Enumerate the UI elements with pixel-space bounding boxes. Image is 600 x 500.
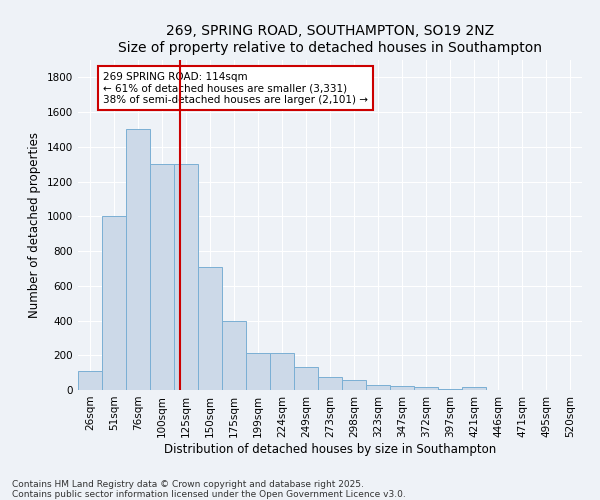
X-axis label: Distribution of detached houses by size in Southampton: Distribution of detached houses by size … bbox=[164, 442, 496, 456]
Bar bbox=[246, 352, 270, 390]
Title: 269, SPRING ROAD, SOUTHAMPTON, SO19 2NZ
Size of property relative to detached ho: 269, SPRING ROAD, SOUTHAMPTON, SO19 2NZ … bbox=[118, 24, 542, 54]
Bar bbox=[126, 130, 150, 390]
Bar bbox=[150, 164, 174, 390]
Bar bbox=[342, 380, 366, 390]
Text: 269 SPRING ROAD: 114sqm
← 61% of detached houses are smaller (3,331)
38% of semi: 269 SPRING ROAD: 114sqm ← 61% of detache… bbox=[103, 72, 368, 105]
Text: Contains HM Land Registry data © Crown copyright and database right 2025.
Contai: Contains HM Land Registry data © Crown c… bbox=[12, 480, 406, 499]
Bar bbox=[414, 388, 438, 390]
Bar bbox=[294, 366, 318, 390]
Bar bbox=[390, 386, 414, 390]
Bar bbox=[198, 266, 222, 390]
Bar bbox=[222, 320, 246, 390]
Bar bbox=[174, 164, 198, 390]
Bar bbox=[318, 377, 342, 390]
Bar bbox=[270, 352, 294, 390]
Bar bbox=[102, 216, 126, 390]
Bar bbox=[78, 371, 102, 390]
Bar bbox=[366, 385, 390, 390]
Bar bbox=[438, 389, 462, 390]
Bar bbox=[462, 388, 486, 390]
Y-axis label: Number of detached properties: Number of detached properties bbox=[28, 132, 41, 318]
